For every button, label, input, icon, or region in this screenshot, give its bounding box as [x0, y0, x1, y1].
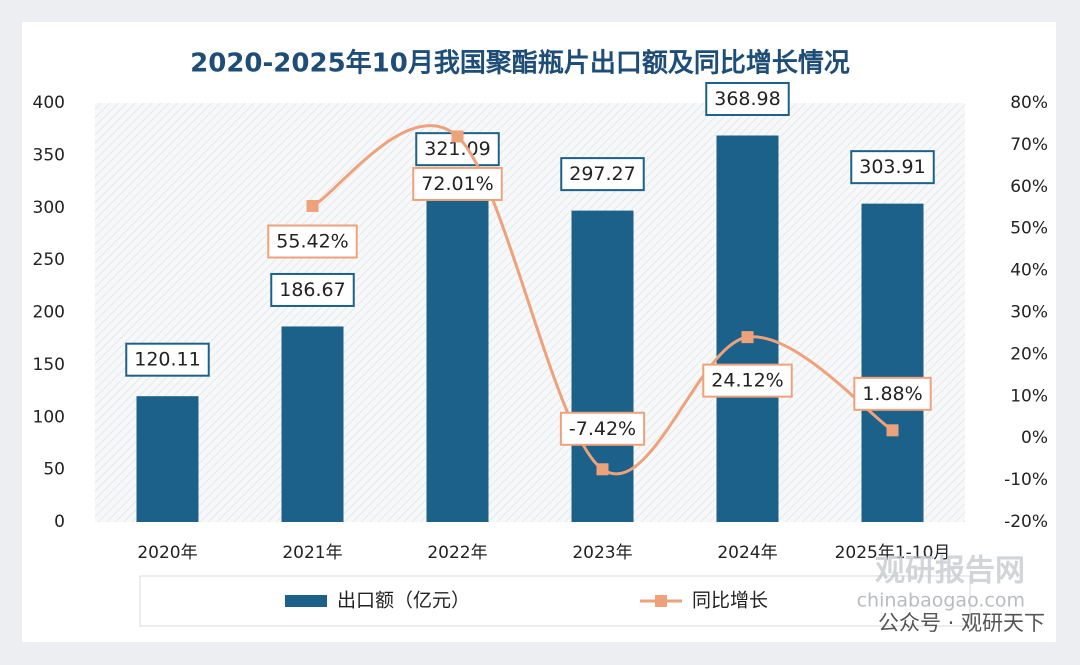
bar — [281, 326, 344, 522]
bar-value-label: 120.11 — [134, 349, 200, 371]
line-marker — [306, 199, 319, 212]
watermark: chinabaogao.com — [857, 590, 1025, 612]
bar-value-label: 297.27 — [569, 163, 635, 185]
bar — [136, 396, 199, 522]
legend-label: 出口额（亿元） — [337, 590, 470, 612]
y-tick-label: 350 — [33, 145, 65, 165]
line-marker — [886, 424, 899, 437]
line-value-label: 55.42% — [276, 230, 348, 252]
label-box — [850, 150, 935, 185]
y2-tick-label: 30% — [1010, 303, 1048, 323]
legend-box — [139, 575, 971, 627]
legend-swatch — [285, 595, 327, 607]
bar — [861, 203, 924, 522]
y2-tick-label: -20% — [1004, 512, 1048, 532]
y2-tick-label: 0% — [1021, 428, 1048, 448]
bar-value-label: 303.91 — [859, 156, 925, 178]
legend-swatch — [655, 595, 667, 607]
line — [311, 124, 894, 476]
y-tick-label: 400 — [33, 93, 65, 113]
y2-tick-label: 50% — [1010, 219, 1048, 239]
y2-tick-label: 60% — [1010, 177, 1048, 197]
bar — [426, 185, 489, 523]
x-tick-label: 2024年 — [717, 543, 777, 563]
y2-tick-label: 40% — [1010, 261, 1048, 281]
label-box — [559, 411, 646, 446]
x-tick-label: 2023年 — [572, 543, 632, 563]
y2-tick-label: 80% — [1010, 93, 1048, 113]
x-tick-label: 2022年 — [427, 543, 487, 563]
label-box — [270, 272, 355, 307]
line-value-label: 72.01% — [421, 173, 493, 195]
chart-title: 2020-2025年10月我国聚酯瓶片出口额及同比增长情况 — [190, 48, 850, 79]
legend-label: 同比增长 — [692, 590, 768, 612]
y-tick-label: 300 — [33, 198, 65, 218]
watermark: 公众号 · 观研天下 — [878, 611, 1045, 635]
label-box — [125, 342, 210, 377]
watermark: 观研报告网 — [875, 554, 1025, 589]
bar-value-label: 321.09 — [424, 138, 490, 160]
line-marker — [596, 463, 609, 476]
line-marker — [741, 331, 754, 344]
bar — [716, 135, 779, 522]
x-tick-label: 2020年 — [137, 543, 197, 563]
label-box — [702, 363, 793, 398]
y2-tick-label: 20% — [1010, 344, 1048, 364]
y-tick-label: 100 — [33, 407, 65, 427]
y-tick-label: 0 — [54, 512, 65, 532]
y-tick-label: 50 — [43, 460, 65, 480]
y2-tick-label: 10% — [1010, 386, 1048, 406]
y2-tick-label: 70% — [1010, 135, 1048, 155]
label-box — [267, 224, 358, 259]
label-box — [853, 376, 932, 411]
bar-value-label: 368.98 — [714, 88, 780, 110]
y-tick-label: 250 — [33, 250, 65, 270]
y2-tick-label: -10% — [1004, 470, 1048, 490]
bar-value-label: 186.67 — [279, 279, 345, 301]
line-value-label: -7.42% — [569, 418, 636, 440]
x-tick-label: 2025年1-10月 — [835, 543, 951, 563]
label-box — [705, 81, 790, 116]
bar — [571, 210, 634, 522]
y-tick-label: 150 — [33, 355, 65, 375]
label-box — [412, 166, 503, 201]
line-value-label: 24.12% — [711, 370, 783, 392]
plot-area — [95, 103, 965, 522]
label-box — [560, 157, 645, 192]
y-tick-label: 200 — [33, 303, 65, 323]
line-value-label: 1.88% — [862, 383, 922, 405]
x-tick-label: 2021年 — [282, 543, 342, 563]
line-marker — [451, 130, 464, 143]
